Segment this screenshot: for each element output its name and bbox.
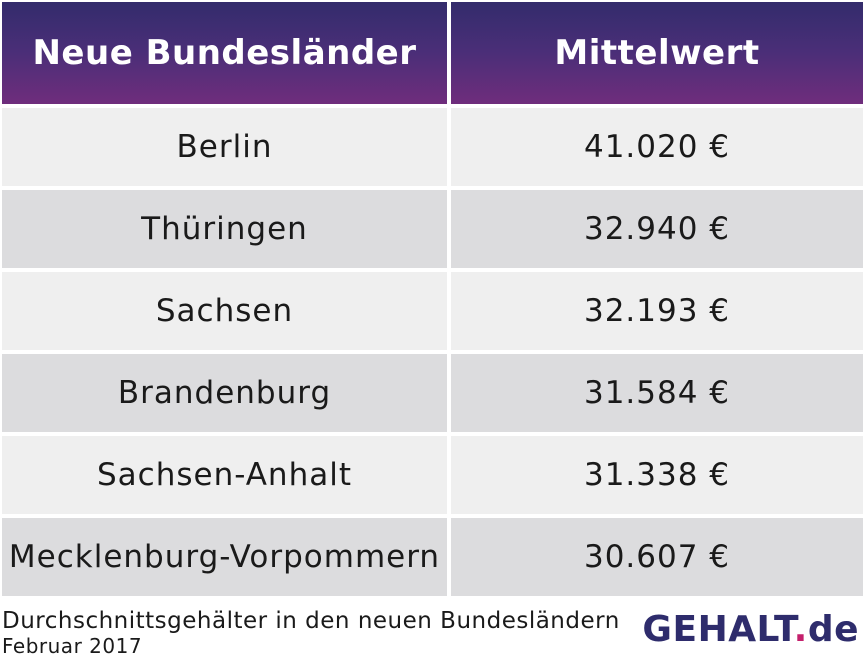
state-cell: Sachsen	[2, 272, 447, 350]
caption-date: Februar 2017	[2, 634, 143, 658]
table-row: Mecklenburg-Vorpommern 30.607 €	[2, 518, 863, 596]
value-cell: 32.193 €	[451, 272, 863, 350]
value-cell: 41.020 €	[451, 108, 863, 186]
table-row: Sachsen-Anhalt 31.338 €	[2, 436, 863, 514]
table-row: Berlin 41.020 €	[2, 108, 863, 186]
logo-dot: .	[793, 609, 808, 650]
column-header-mean: Mittelwert	[451, 2, 863, 104]
table-header-row: Neue Bundesländer Mittelwert	[2, 2, 863, 104]
footer-caption: Durchschnittsgehälter in den neuen Bunde…	[2, 608, 620, 657]
table-row: Sachsen 32.193 €	[2, 272, 863, 350]
state-cell: Sachsen-Anhalt	[2, 436, 447, 514]
logo-tld: de	[807, 609, 859, 650]
caption-text: Durchschnittsgehälter in den neuen Bunde…	[2, 608, 620, 634]
gehalt-logo: GEHALT.de	[642, 609, 859, 650]
logo-name: GEHALT	[642, 609, 794, 650]
state-cell: Berlin	[2, 108, 447, 186]
value-cell: 31.338 €	[451, 436, 863, 514]
salary-table: Neue Bundesländer Mittelwert Berlin 41.0…	[2, 2, 863, 600]
value-cell: 30.607 €	[451, 518, 863, 596]
column-header-state: Neue Bundesländer	[2, 2, 447, 104]
table-row: Thüringen 32.940 €	[2, 190, 863, 268]
state-cell: Thüringen	[2, 190, 447, 268]
state-cell: Mecklenburg-Vorpommern	[2, 518, 447, 596]
table-row: Brandenburg 31.584 €	[2, 354, 863, 432]
value-cell: 32.940 €	[451, 190, 863, 268]
value-cell: 31.584 €	[451, 354, 863, 432]
state-cell: Brandenburg	[2, 354, 447, 432]
